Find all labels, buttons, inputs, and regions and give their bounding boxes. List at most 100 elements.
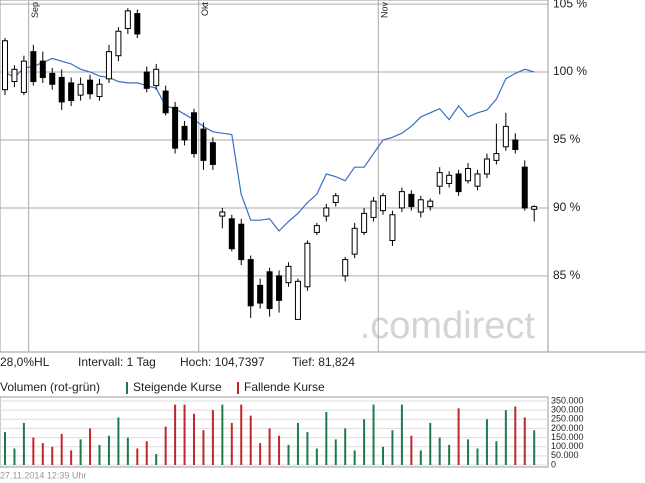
candle-body [191,112,197,155]
candle-body [87,79,94,95]
candle-body [380,195,386,212]
candle-body [474,173,481,187]
y-tick-label: 95 % [553,132,581,146]
volume-bar [60,433,63,465]
volume-tick-label: 300.000 [551,405,584,415]
volume-bar [334,439,337,465]
volume-bar [136,448,139,465]
candle-body [153,68,160,87]
volume-bar [13,448,16,465]
candle-body [398,191,405,209]
volume-bar [41,443,44,465]
month-label: Okt [200,2,210,17]
volume-bar [202,430,205,465]
volume-tick-label: 50.000 [551,450,579,460]
volume-bar [117,417,120,465]
volume-bar [268,428,271,465]
volume-bar [382,446,384,465]
candle-body [436,172,443,187]
candle-body [96,83,103,97]
candle-body [68,82,75,102]
volume-bar [504,410,507,465]
candle-body [247,259,254,307]
candle-body [266,271,273,310]
candle-body [134,13,141,35]
volume-bar [391,430,394,465]
volume-bar [164,426,167,465]
volume-frame [0,396,549,468]
candle-body [342,259,349,277]
candle-body [77,83,84,96]
candle-body [11,68,18,83]
candle-body [49,72,56,85]
volume-bar [32,437,35,465]
candle-body [427,200,434,208]
benchmark-line [4,57,535,232]
volume-bar [315,448,318,465]
volume-tick-label: 100.000 [551,441,584,451]
candle-body [39,60,46,78]
volume-bar [457,408,460,465]
y-tick-label: 105 % [553,0,587,10]
candle-body [483,158,490,175]
info-text: Intervall: 1 Tag [78,355,156,369]
volume-bar [410,435,413,465]
candle-body [115,30,122,57]
candle-body [294,280,301,320]
volume-tick-label: 150.000 [551,432,584,442]
volume-bar [419,450,422,465]
candle-body [172,106,179,149]
volume-bar [174,404,177,465]
volume-bar [249,415,252,465]
volume-bar [145,441,148,465]
candle-body [408,193,415,208]
volume-bar [89,428,92,465]
candle-body [370,200,377,218]
legend-swatch [237,382,239,394]
candle-body [446,174,453,184]
volume-tick-label: 200.000 [551,423,584,433]
volume-bar [344,428,347,465]
candle-body [465,168,472,182]
volume-bar [70,450,73,465]
legend-label: Steigende Kurse [133,380,222,394]
volume-bar [306,432,309,465]
volume-bar [126,437,129,465]
candle-body [512,139,519,150]
volume-bar [193,413,195,465]
candle-body [531,206,538,210]
volume-bar [230,422,233,465]
candle-body [521,166,528,209]
month-label: Nov [380,2,390,19]
candle-body [455,173,462,193]
y-tick-label: 85 % [553,268,581,282]
y-tick-label: 100 % [553,64,587,78]
volume-title: Volumen (rot-grün) [0,380,100,394]
info-text: Hoch: 104,7397 [180,355,265,369]
volume-bar [211,410,214,465]
volume-bar [296,422,299,465]
volume-bar [429,422,432,465]
volume-bar [155,454,158,465]
candle-body [2,40,8,91]
volume-bar [467,439,470,465]
candle-body [417,199,424,213]
candle-body [257,284,264,304]
candle-body [20,60,27,93]
volume-bar [259,443,262,465]
volume-bar [485,419,488,465]
volume-bar [4,432,6,465]
volume-bar [240,404,243,465]
volume-bar [438,437,441,465]
candle-body [162,90,169,114]
candle-body [493,153,500,161]
candle-body [332,195,339,204]
volume-bar [495,441,498,465]
info-text: 28,0%HL [0,355,50,369]
volume-bar [51,446,54,465]
volume-bar [363,419,366,465]
candle-body [238,223,245,261]
volume-bar [448,444,451,465]
candle-body [219,211,226,217]
candle-body [285,265,292,284]
